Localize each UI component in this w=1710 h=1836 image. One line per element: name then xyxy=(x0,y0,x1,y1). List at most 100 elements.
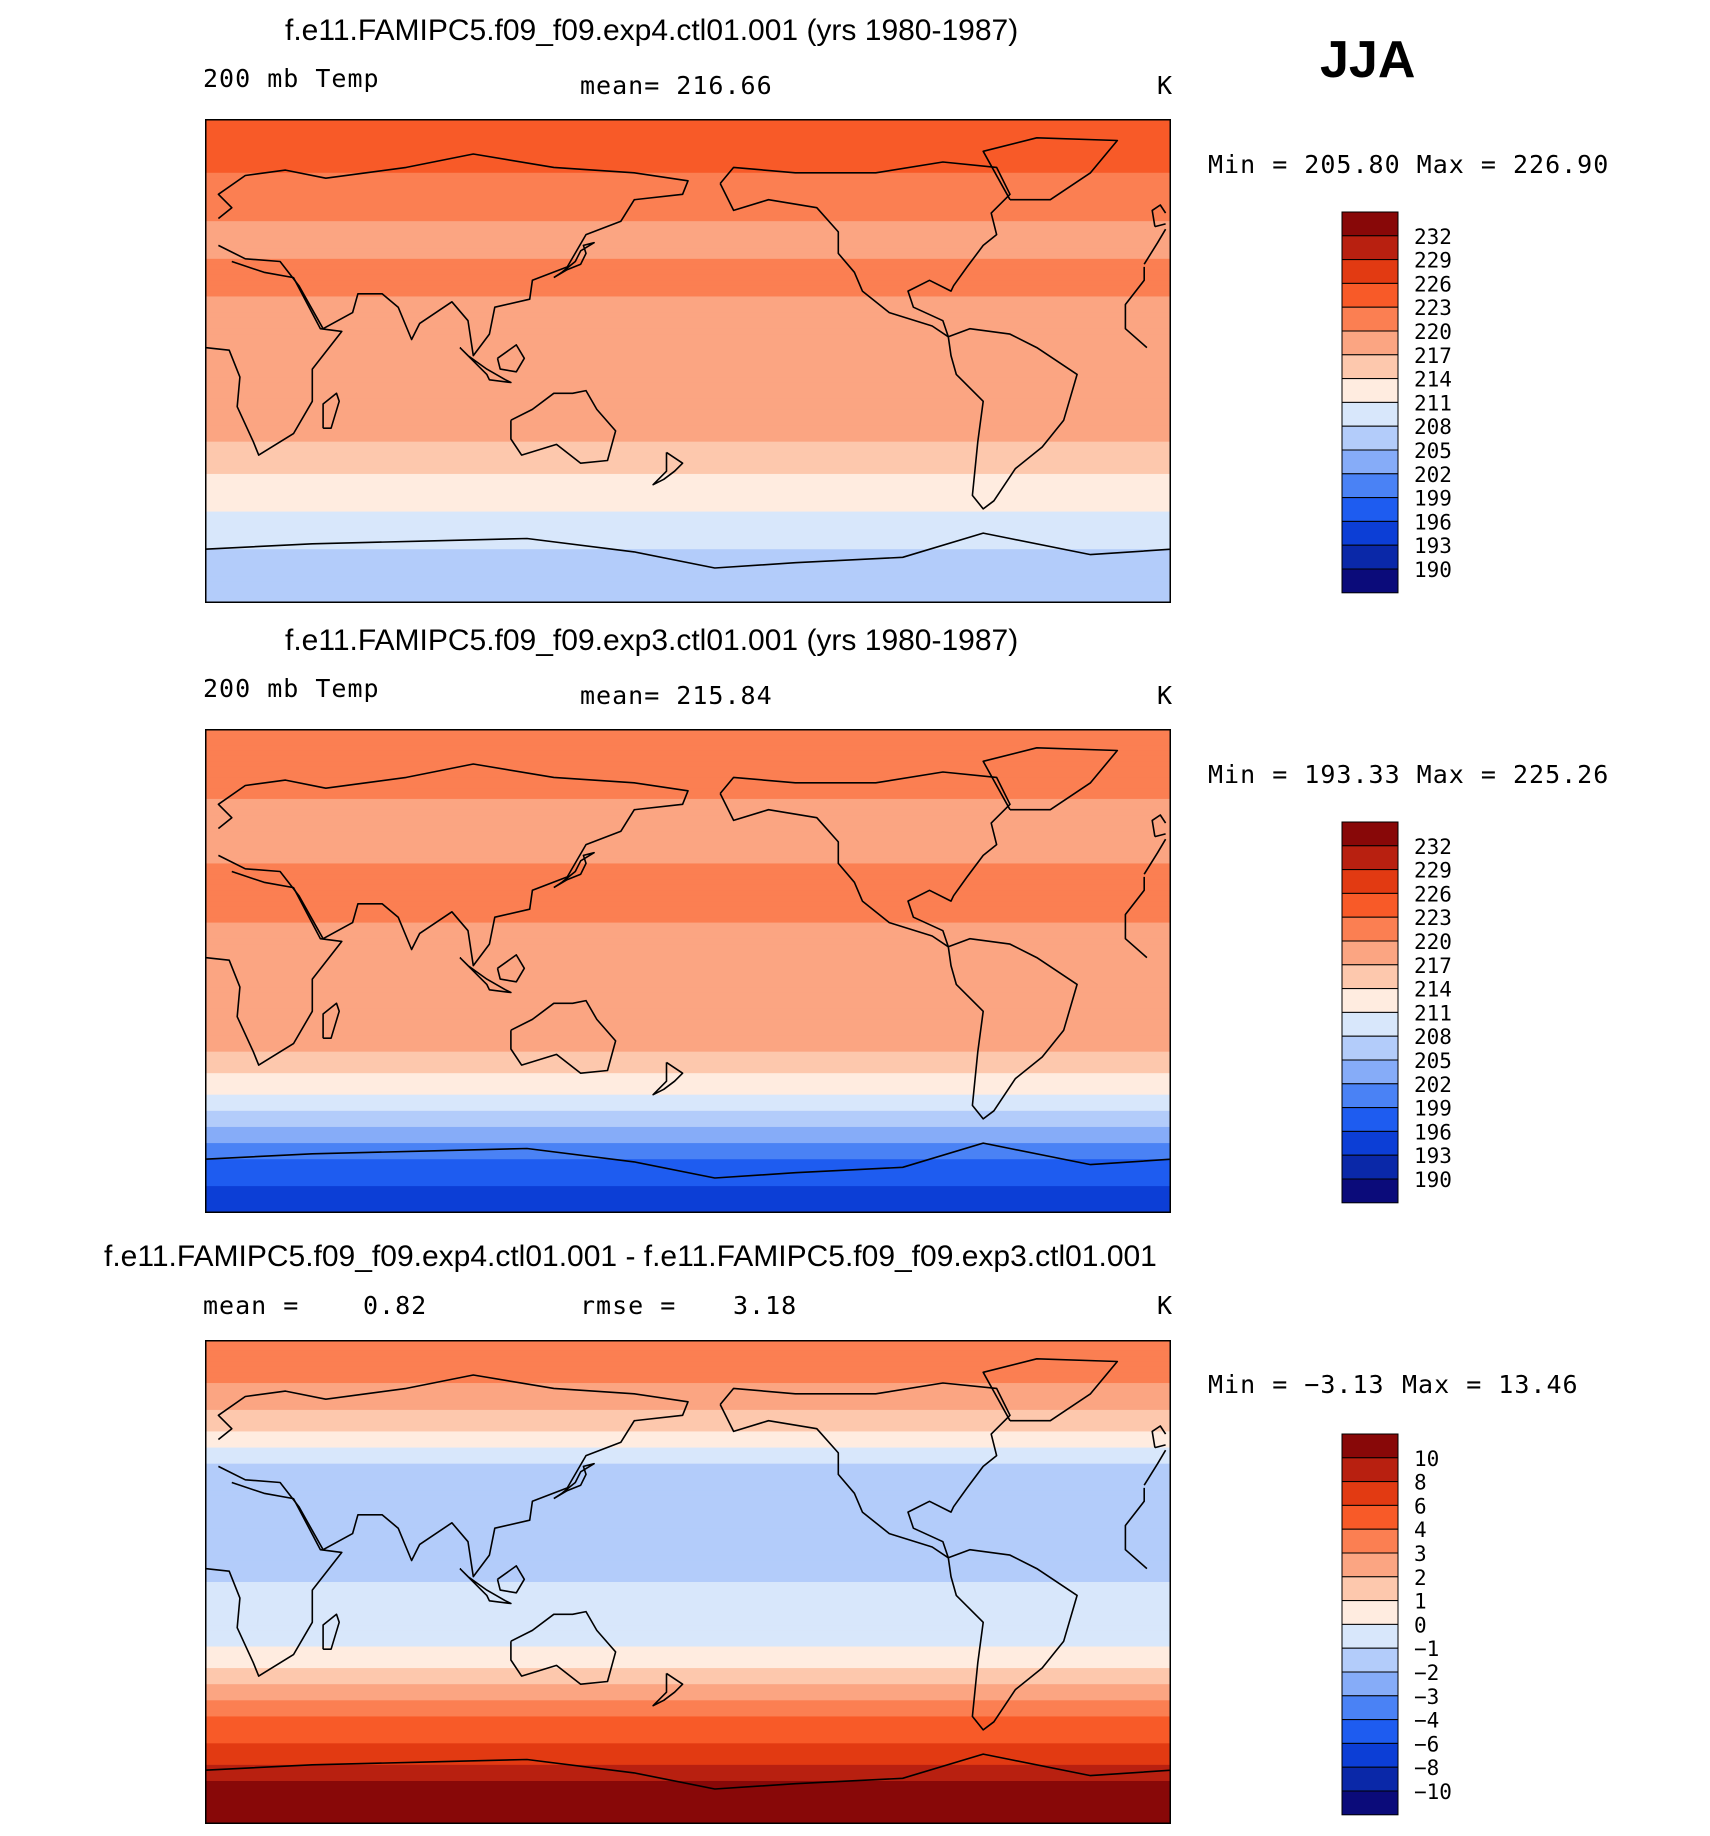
zonal-band xyxy=(205,344,1171,351)
zonal-band xyxy=(205,798,1171,805)
zonal-band xyxy=(205,301,1171,308)
colorbar-box xyxy=(1341,497,1399,522)
colorbar-box xyxy=(1341,354,1399,380)
colorbar-box xyxy=(1341,1647,1399,1673)
panel-1-mean-label: mean= 216.66 xyxy=(580,71,773,100)
coastline xyxy=(322,1002,340,1040)
coastline xyxy=(982,136,1119,201)
zonal-band xyxy=(205,1164,1171,1171)
zonal-band xyxy=(205,1202,1171,1209)
colorbar-label: 202 xyxy=(1414,463,1452,487)
colorbar-label: 190 xyxy=(1414,558,1452,582)
zonal-band xyxy=(205,1802,1171,1809)
zonal-band xyxy=(205,199,1171,206)
zonal-band xyxy=(205,484,1171,491)
coastline xyxy=(1154,1444,1166,1449)
coastline xyxy=(205,1481,343,1677)
colorbar-box xyxy=(1341,1766,1399,1792)
zonal-band xyxy=(205,992,1171,999)
zonal-band xyxy=(205,1662,1171,1669)
zonal-band xyxy=(205,1180,1171,1187)
zonal-band xyxy=(205,447,1171,454)
coastline xyxy=(652,1061,684,1096)
colorbar-label: 199 xyxy=(1414,1097,1452,1121)
zonal-band xyxy=(205,831,1171,838)
colorbar-label: 232 xyxy=(1414,835,1452,859)
colorbar-box xyxy=(1341,1600,1399,1625)
zonal-band xyxy=(205,1186,1171,1193)
zonal-band xyxy=(205,387,1171,394)
coastline xyxy=(1143,838,1167,875)
zonal-band xyxy=(205,766,1171,773)
zonal-band xyxy=(205,1716,1171,1723)
panel-2-units: K xyxy=(1157,681,1174,710)
zonal-band xyxy=(205,291,1171,298)
zonal-band xyxy=(205,960,1171,967)
zonal-band xyxy=(205,1641,1171,1648)
zonal-band xyxy=(205,522,1171,529)
panel-3-mean-value: 0.82 xyxy=(363,1291,428,1320)
zonal-band xyxy=(205,1748,1171,1755)
zonal-band xyxy=(205,1436,1171,1443)
zonal-band xyxy=(205,430,1171,437)
zonal-band xyxy=(205,933,1171,940)
zonal-band xyxy=(205,1383,1171,1389)
zonal-band xyxy=(205,366,1171,373)
zonal-band xyxy=(205,841,1171,848)
panel-1-map xyxy=(205,119,1171,603)
colorbar-box xyxy=(1341,988,1399,1013)
zonal-band xyxy=(205,1452,1171,1459)
zonal-band xyxy=(205,398,1171,405)
zonal-band xyxy=(205,1608,1171,1615)
zonal-band xyxy=(205,1711,1171,1718)
zonal-band xyxy=(205,549,1171,556)
zonal-band xyxy=(205,938,1171,945)
zonal-band xyxy=(205,350,1171,357)
colorbar-label: 196 xyxy=(1414,1120,1452,1144)
coastline xyxy=(496,1565,526,1594)
colorbar-label: −10 xyxy=(1414,1780,1452,1804)
zonal-band xyxy=(205,879,1171,886)
colorbar-box xyxy=(1341,259,1399,284)
zonal-band xyxy=(205,1571,1171,1578)
zonal-band xyxy=(205,1576,1171,1583)
zonal-band xyxy=(205,1024,1171,1031)
zonal-band xyxy=(205,1813,1171,1820)
zonal-band xyxy=(205,473,1171,480)
zonal-band xyxy=(205,463,1171,470)
colorbar-label: 208 xyxy=(1414,415,1452,439)
zonal-band xyxy=(205,782,1171,789)
zonal-band xyxy=(205,205,1171,212)
zonal-band xyxy=(205,1549,1171,1556)
zonal-band xyxy=(205,981,1171,988)
colorbar-box xyxy=(1341,1695,1399,1721)
zonal-band xyxy=(205,317,1171,324)
temperature-bands xyxy=(205,729,1171,1213)
zonal-band xyxy=(205,1345,1171,1352)
zonal-band xyxy=(205,927,1171,934)
zonal-band xyxy=(205,1705,1171,1712)
coastline xyxy=(459,957,512,994)
coastline xyxy=(205,532,1171,603)
zonal-band xyxy=(205,954,1171,961)
colorbar-label: 193 xyxy=(1414,534,1452,558)
zonal-band xyxy=(205,452,1171,459)
coastline xyxy=(1143,1449,1167,1486)
panel-1-variable-label: 200 mb Temp xyxy=(203,64,380,93)
panel-1-title: f.e11.FAMIPC5.f09_f09.exp4.ctl01.001 (yr… xyxy=(285,14,1019,47)
colorbar-box xyxy=(1341,568,1399,594)
zonal-band xyxy=(205,183,1171,190)
zonal-band xyxy=(205,597,1171,603)
zonal-band xyxy=(205,965,1171,972)
colorbar-box xyxy=(1341,1576,1399,1602)
zonal-band xyxy=(205,1207,1171,1213)
zonal-band xyxy=(205,1191,1171,1198)
zonal-band xyxy=(205,1582,1171,1588)
coastlines xyxy=(205,136,1171,603)
zonal-band xyxy=(205,1083,1171,1090)
panel-1-colorbar: 2322292262232202172142112082052021991961… xyxy=(1341,211,1452,594)
colorbar-box xyxy=(1341,1433,1399,1459)
zonal-band xyxy=(205,162,1171,168)
zonal-band xyxy=(205,1689,1171,1696)
coastlines xyxy=(205,1357,1171,1824)
